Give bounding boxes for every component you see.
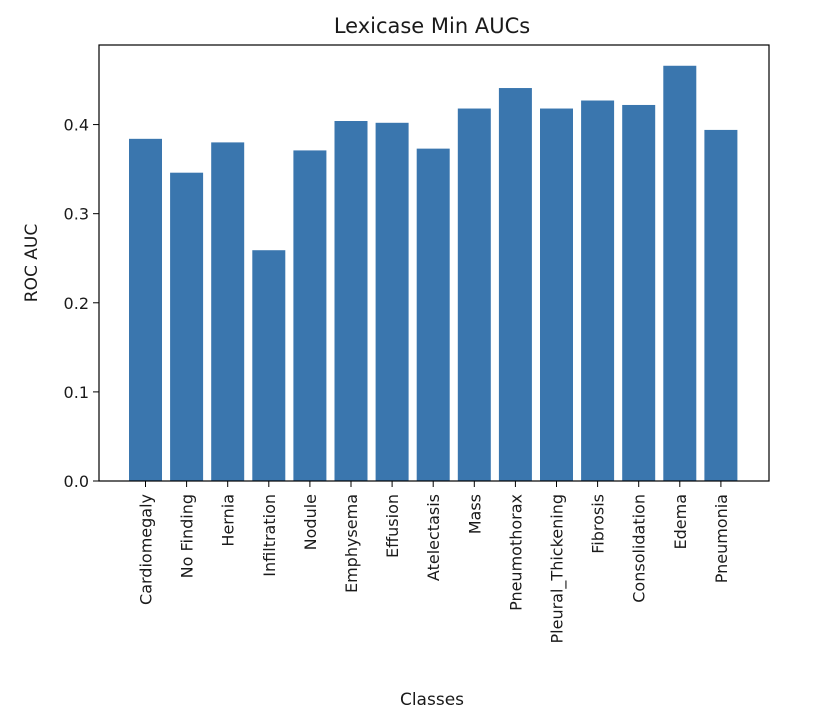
bar-nodule xyxy=(293,150,327,481)
y-tick-label: 0.3 xyxy=(64,205,89,224)
y-tick-label: 0.0 xyxy=(64,472,89,491)
plot-frame xyxy=(98,44,770,482)
x-tick-label: Effusion xyxy=(383,494,402,558)
x-tick-label: Pneumonia xyxy=(712,494,731,583)
x-axis: Cardiomegaly No Finding Hernia Infiltration… xyxy=(137,481,731,643)
bar-effusion xyxy=(375,122,409,481)
bar-infiltration xyxy=(252,250,286,481)
x-tick-label: Consolidation xyxy=(630,494,649,603)
y-axis: 0.0 0.1 0.2 0.3 0.4 xyxy=(64,116,99,491)
x-tick-label: Pneumothorax xyxy=(506,494,525,611)
bar-hernia xyxy=(211,142,245,481)
bar-consolidation xyxy=(622,104,656,481)
bar-pneumothorax xyxy=(498,88,532,481)
x-tick-label: Nodule xyxy=(301,494,320,550)
x-tick-label: Infiltration xyxy=(260,494,279,577)
y-axis-label: ROC AUC xyxy=(22,224,42,302)
x-tick-label: Pleural_Thickening xyxy=(548,494,568,643)
y-tick-label: 0.2 xyxy=(64,294,89,313)
x-tick-label: Emphysema xyxy=(342,494,361,593)
x-tick-label: Hernia xyxy=(219,494,238,547)
y-tick-label: 0.4 xyxy=(64,116,89,135)
bar-pleural-thickening xyxy=(540,108,573,482)
x-tick-label: Fibrosis xyxy=(589,494,608,554)
bar-edema xyxy=(663,65,697,481)
bar-pneumonia xyxy=(704,129,738,481)
bar-fibrosis xyxy=(581,100,615,482)
bar-no-finding xyxy=(170,172,204,481)
x-axis-label: Classes xyxy=(400,690,464,710)
x-tick-label: Atelectasis xyxy=(424,494,443,581)
bar-emphysema xyxy=(334,121,368,481)
x-tick-label: Edema xyxy=(671,494,690,550)
chart-title: Lexicase Min AUCs xyxy=(334,14,530,38)
x-tick-label: Cardiomegaly xyxy=(137,494,156,605)
bars-group xyxy=(129,65,738,482)
y-tick-label: 0.1 xyxy=(64,383,89,402)
x-tick-label: Mass xyxy=(465,494,484,534)
bar-atelectasis xyxy=(416,148,450,481)
x-tick-label: No Finding xyxy=(178,494,197,578)
bar-cardiomegaly xyxy=(129,138,162,481)
bar-mass xyxy=(457,108,491,482)
